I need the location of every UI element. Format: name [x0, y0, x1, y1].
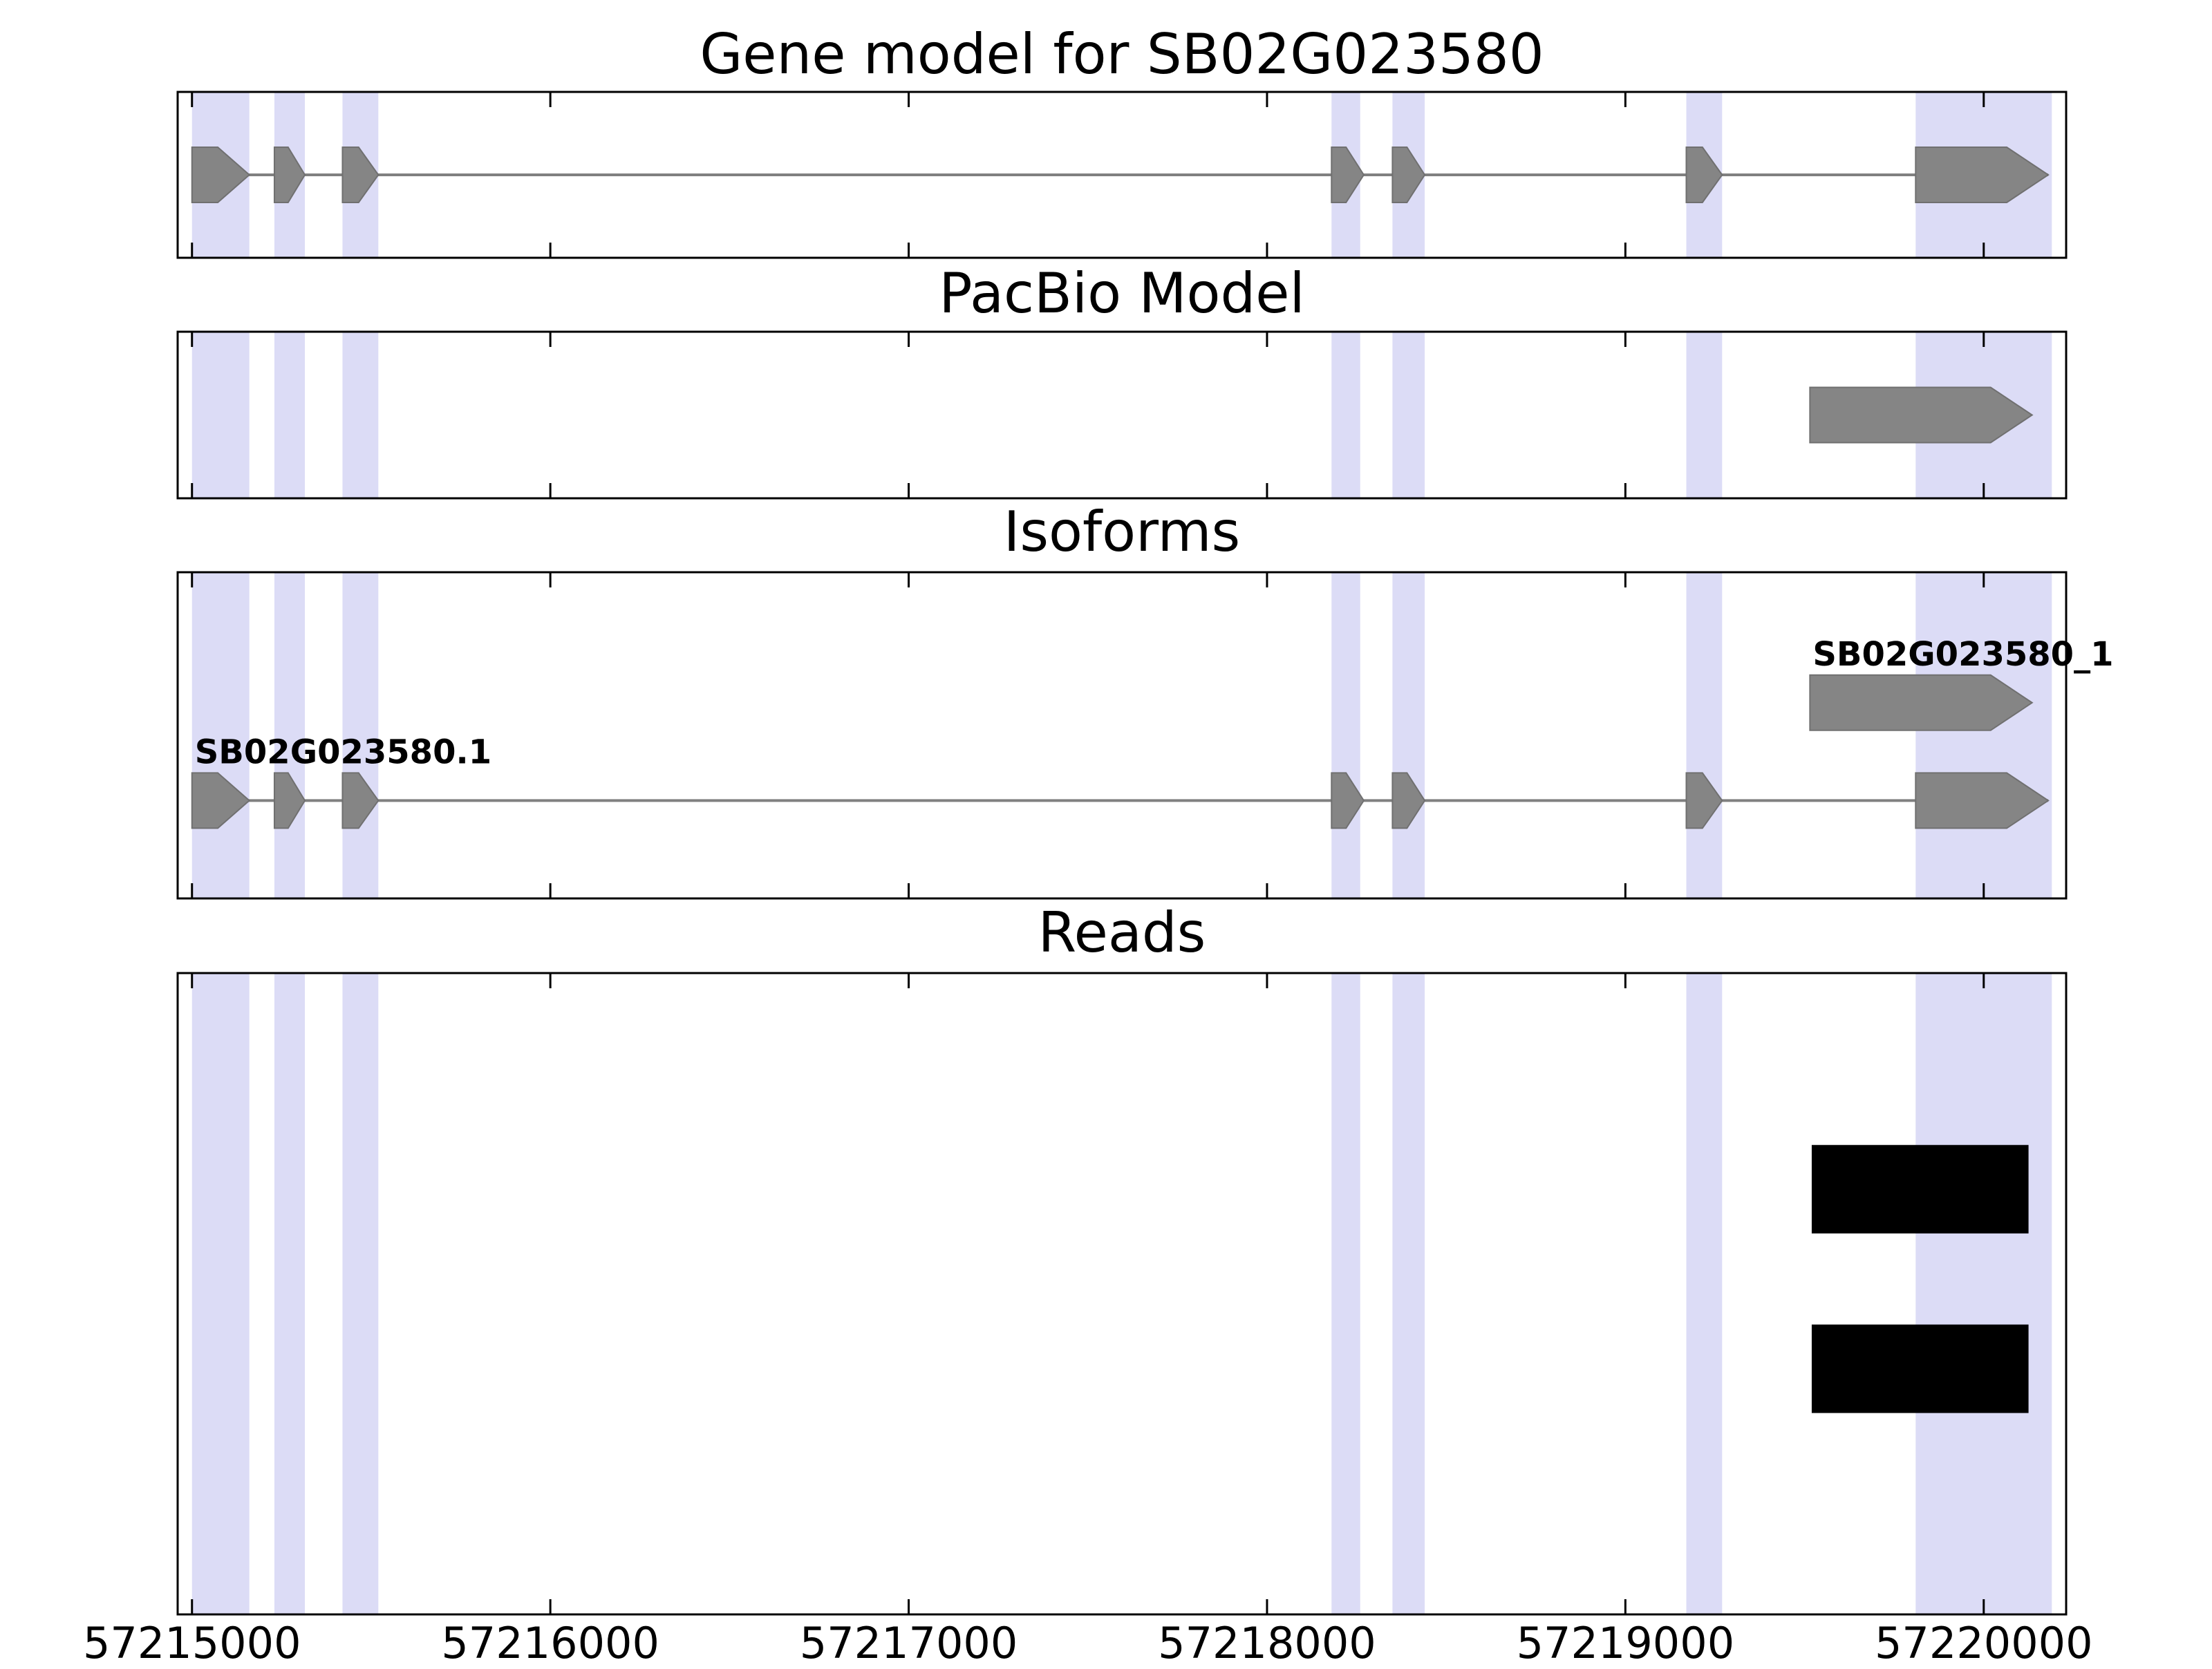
x-tick-label: 57220000: [1874, 1618, 2093, 1668]
panel-border: [176, 330, 2068, 500]
highlight-band: [342, 572, 379, 898]
exon-arrow: [341, 147, 379, 203]
panel-border: [176, 972, 2068, 1616]
read-bar: [1811, 1144, 2029, 1234]
highlight-band: [191, 332, 250, 498]
highlight-band: [342, 332, 379, 498]
panel-title-gene-model: Gene model for SB02G023580: [700, 22, 1544, 86]
highlight-band: [1392, 332, 1425, 498]
highlight-band: [191, 973, 250, 1614]
isoform-label: SB02G023580.1: [195, 733, 491, 771]
highlight-band: [191, 572, 250, 898]
exon-arrow: [1915, 147, 2050, 203]
gene-model-panel: [176, 91, 2068, 259]
exon-arrow: [1685, 772, 1723, 829]
pacbio-model-panel: [176, 330, 2068, 500]
exon-arrow: [191, 147, 251, 203]
exon-arrow: [191, 772, 251, 829]
panel-title-pacbio-model: PacBio Model: [939, 261, 1305, 326]
x-tick-label: 57216000: [441, 1618, 659, 1668]
exon-arrow: [1809, 674, 2034, 731]
highlight-band: [1686, 332, 1723, 498]
reads-panel: [176, 972, 2068, 1616]
exon-arrow: [341, 772, 379, 829]
exon-arrow: [1331, 772, 1365, 829]
highlight-band: [1331, 572, 1360, 898]
highlight-band: [342, 973, 379, 1614]
highlight-band: [1915, 973, 2052, 1614]
exon-arrow: [1331, 147, 1365, 203]
x-tick-label: 57215000: [82, 1618, 301, 1668]
highlight-band: [1686, 572, 1723, 898]
exon-arrow: [273, 147, 306, 203]
highlight-band: [1331, 973, 1360, 1614]
isoform-label: SB02G023580_1: [1812, 635, 2113, 674]
exon-arrow: [1809, 386, 2034, 444]
highlight-band: [1686, 973, 1723, 1614]
x-tick-label: 57217000: [799, 1618, 1018, 1668]
read-bar: [1811, 1324, 2029, 1413]
x-tick-label: 57218000: [1158, 1618, 1376, 1668]
highlight-band: [274, 572, 306, 898]
panel-title-reads: Reads: [1038, 900, 1206, 965]
exon-arrow: [273, 772, 306, 829]
exon-arrow: [1915, 772, 2050, 829]
highlight-band: [1392, 973, 1425, 1614]
exon-arrow: [1391, 147, 1426, 203]
exon-arrow: [1391, 772, 1426, 829]
highlight-band: [274, 973, 306, 1614]
panel-border: [176, 91, 2068, 259]
panel-border: [176, 571, 2068, 900]
exon-arrow: [1685, 147, 1723, 203]
highlight-band: [1392, 572, 1425, 898]
panel-title-isoforms: Isoforms: [1003, 500, 1241, 564]
highlight-band: [1915, 572, 2052, 898]
highlight-band: [1331, 332, 1360, 498]
highlight-band: [274, 332, 306, 498]
x-tick-label: 57219000: [1516, 1618, 1735, 1668]
isoforms-panel: SB02G023580_1 SB02G023580.1: [176, 571, 2113, 900]
